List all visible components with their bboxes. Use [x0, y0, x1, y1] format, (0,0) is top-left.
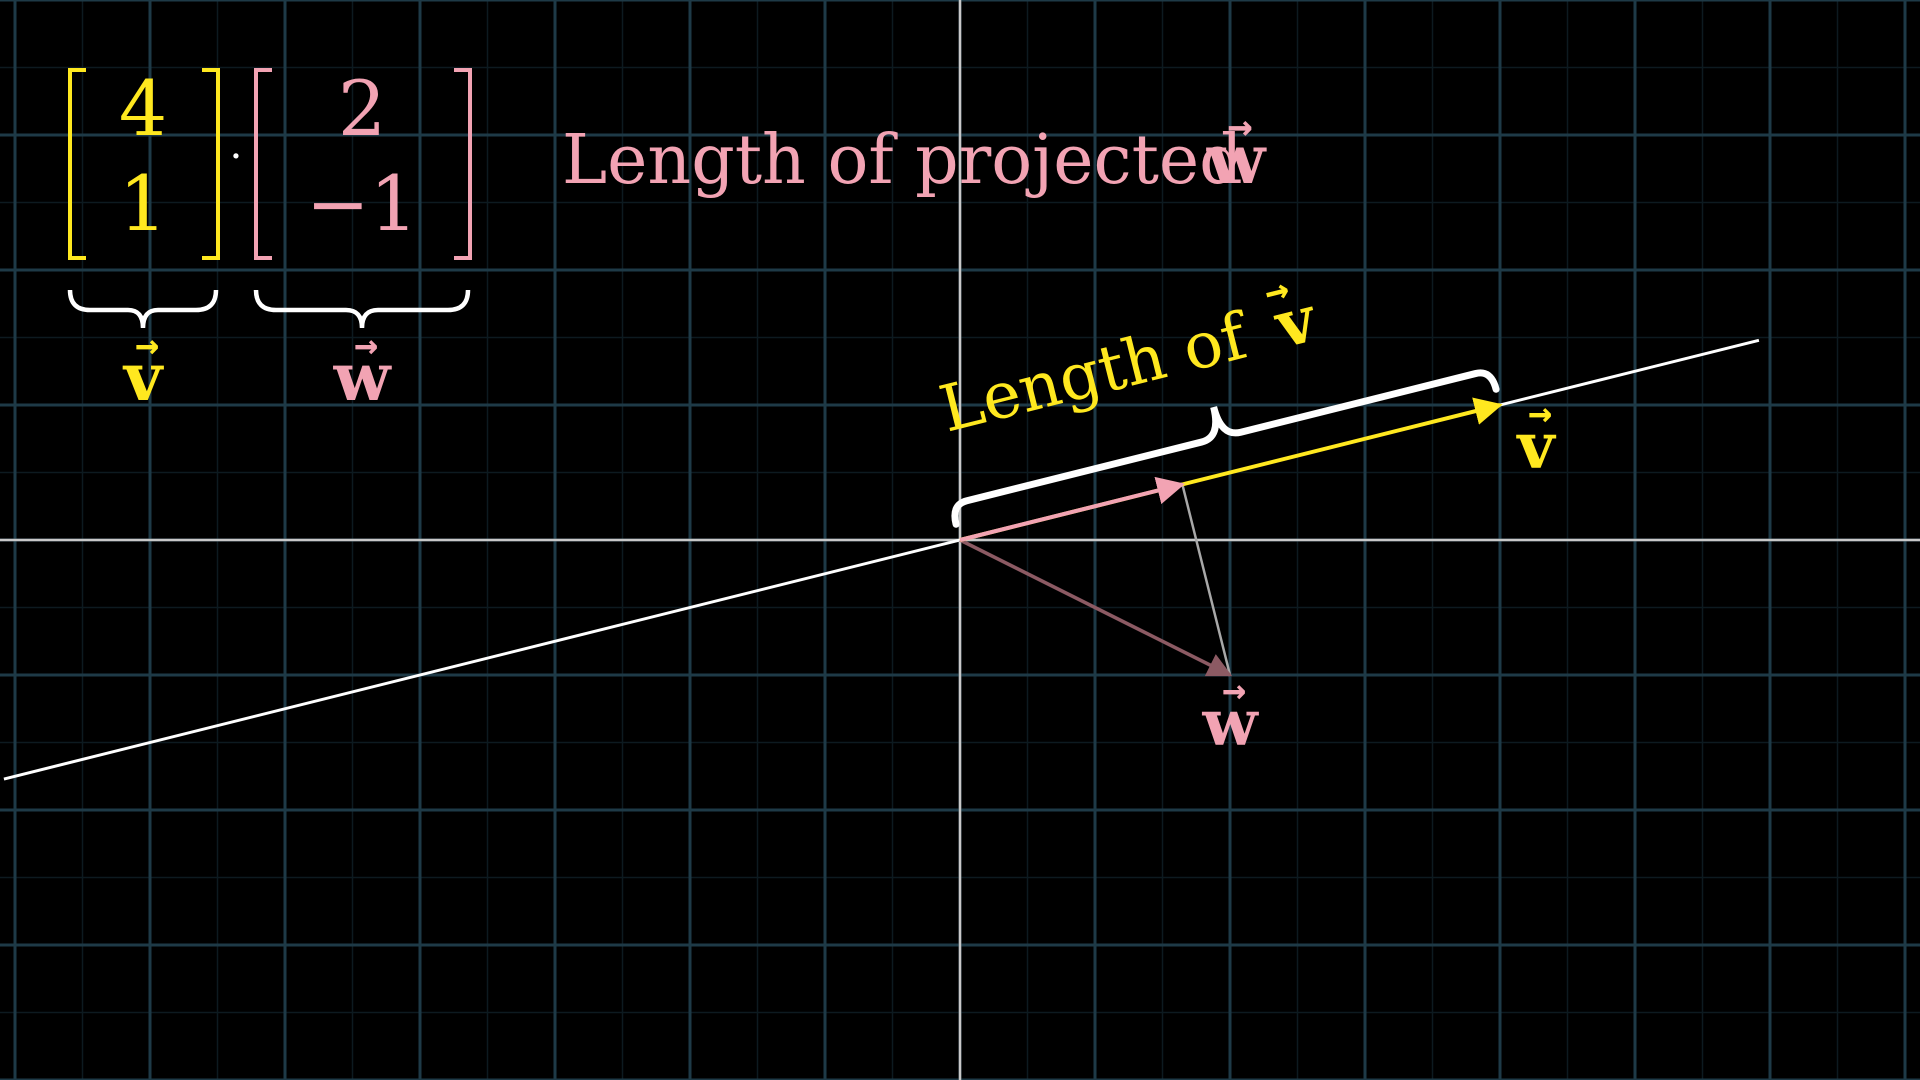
projected-w-vector — [959, 476, 1186, 542]
length-of-projected-text: Length of projected — [562, 121, 1243, 200]
v-brace-letter: v — [122, 338, 164, 416]
dot-product-expression: 4 1 · 2 −1 v → w → — [67, 64, 472, 416]
w-brace-letter: w — [333, 338, 393, 416]
v-tip-letter: v — [1515, 409, 1556, 484]
w-entry-1: 2 — [338, 64, 386, 153]
w-brace-arrow: → — [354, 322, 378, 368]
v-entry-2: 1 — [119, 159, 167, 248]
w-brace-label: w → — [333, 322, 393, 416]
dot-operator: · — [230, 134, 243, 180]
w-vector — [959, 538, 1233, 677]
length-of-projected-heading: Length of projected w → — [562, 101, 1267, 200]
w-left-bracket — [254, 68, 272, 260]
v-tip-label: v → — [1515, 390, 1556, 484]
v-under-brace — [67, 289, 219, 329]
v-right-bracket — [202, 68, 220, 260]
w-under-brace — [253, 289, 471, 329]
length-of-v-label: Length of v → — [933, 266, 1325, 448]
length-of-v-vec-arrow: → — [1259, 266, 1294, 316]
v-entry-1: 4 — [119, 64, 167, 153]
projection-line — [1181, 484, 1232, 676]
w-tip-label: w → — [1201, 667, 1259, 761]
w-entry-2: −1 — [306, 159, 418, 248]
v-left-bracket — [68, 68, 86, 260]
w-tip-letter: w — [1201, 686, 1259, 761]
v-brace-arrow: → — [135, 322, 159, 368]
v-brace-label: v → — [122, 322, 164, 416]
length-of-projected-vec: w — [1206, 120, 1267, 200]
w-tip-arrow: → — [1222, 667, 1246, 713]
w-right-bracket — [454, 68, 472, 260]
v-tip-arrow: → — [1528, 390, 1552, 436]
length-of-projected-vec-arrow: → — [1227, 101, 1252, 150]
